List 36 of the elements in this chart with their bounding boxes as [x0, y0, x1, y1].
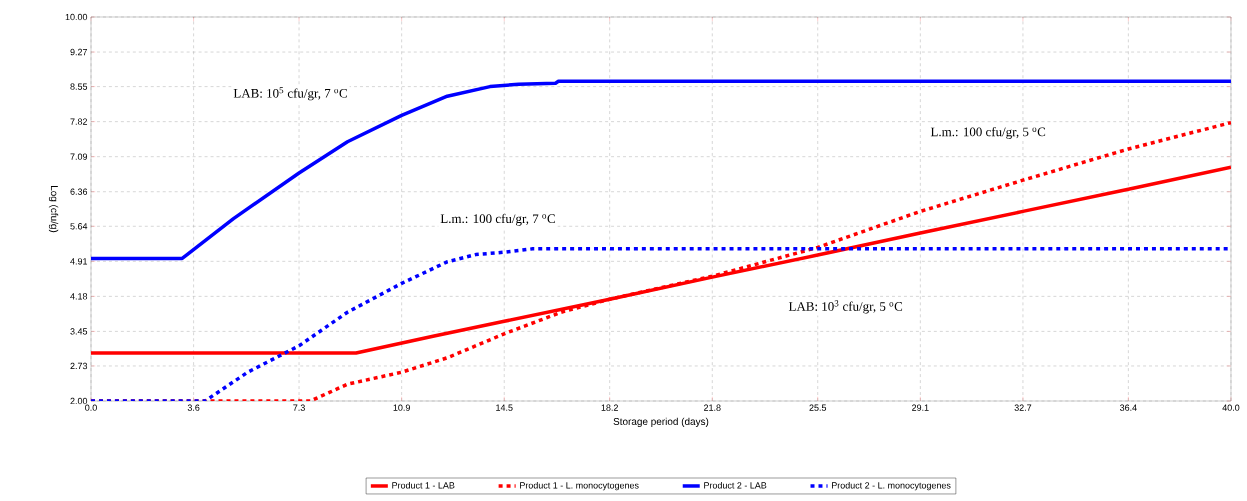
x-tick-label: 36.4: [1119, 404, 1137, 411]
y-tick-label: 10.00: [65, 13, 88, 21]
x-tick-label: 29.1: [912, 404, 929, 411]
legend-label: Product 2 - LAB: [704, 481, 767, 489]
legend-label: Product 2 - L. monocytogenes: [832, 481, 951, 491]
y-tick-label: 5.64: [70, 223, 88, 230]
line-series: [91, 79, 1231, 261]
y-tick-label: 3.45: [70, 328, 88, 335]
x-tick-label: 14.5: [496, 404, 513, 411]
legend-label: Product 1 - L. monocytogenes: [520, 481, 639, 491]
y-tick-label: 7.09: [70, 153, 88, 160]
annotation: L.m.: 100 cfu/gr, 5 $^{o}$C: [930, 127, 1046, 139]
y-axis-title: Log (cfu/g): [48, 186, 59, 233]
x-tick-label: 40.0: [1222, 404, 1240, 411]
y-tick-label: 6.36: [70, 188, 88, 195]
x-tick-label: 32.7: [1014, 404, 1032, 411]
y-tick-label: 9.27: [70, 48, 88, 56]
x-tick-label: 3.6: [187, 404, 200, 411]
y-tick-label: 4.18: [70, 293, 88, 300]
x-tick-label: 21.8: [704, 404, 721, 411]
line-series: [91, 247, 1231, 401]
legend-label: Product 1 - LAB: [392, 481, 455, 489]
y-tick-label: 4.91: [70, 258, 88, 265]
x-tick-label: 0.0: [85, 404, 97, 411]
x-tick-label: 18.2: [601, 404, 618, 411]
annotation: LAB: 10$^{5}$ cfu/gr, 7 $^{o}$C: [233, 87, 347, 101]
x-tick-label: 7.3: [293, 404, 305, 411]
y-tick-label: 8.55: [70, 83, 88, 90]
annotation: L.m.: 100 cfu/gr, 7 $^{o}$C: [440, 213, 555, 226]
y-tick-label: 2.73: [70, 362, 88, 370]
annotation: LAB: 10$^{3}$ cfu/gr, 5 $^{o}$C: [788, 300, 903, 314]
y-tick-label: 7.82: [70, 118, 88, 125]
y-tick-label: 2.00: [70, 397, 88, 405]
x-tick-label: 10.9: [393, 404, 410, 411]
x-tick-label: 25.5: [809, 404, 827, 411]
x-axis-title: Storage period (days): [613, 417, 709, 427]
